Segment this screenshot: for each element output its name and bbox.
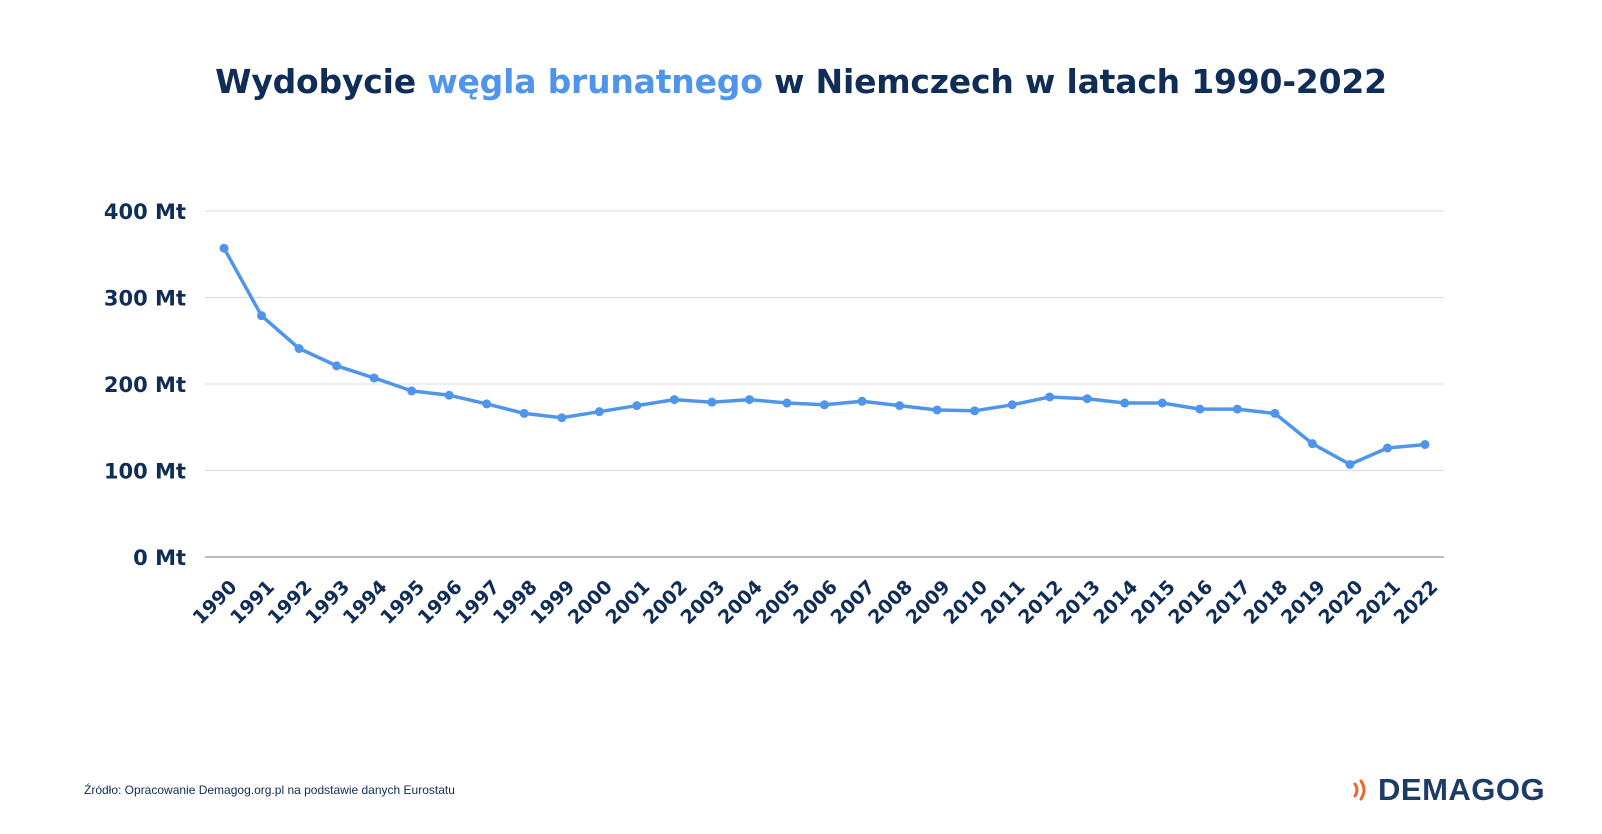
data-point [782,398,792,408]
data-point [669,395,679,405]
data-point [444,390,454,400]
data-point [1045,392,1055,402]
data-point [744,395,754,405]
data-point [1232,404,1242,414]
series-line [222,246,1427,467]
data-point [1420,440,1430,450]
line-chart: 0 Mt 100 Mt 200 Mt 300 Mt 400 Mt 19901991199… [104,200,1444,629]
logo-text: DEMAGOG [1378,772,1546,807]
data-point [519,408,529,418]
data-point [857,396,867,406]
y-tick-label: 300 Mt [104,287,186,311]
data-point [1345,459,1355,469]
data-point [1307,439,1317,449]
y-tick-label: 400 Mt [104,200,186,224]
demagog-logo: DEMAGOG [1352,772,1546,807]
data-point [1382,443,1392,453]
data-point [1157,398,1167,408]
x-tick-label: 2022 [1390,576,1443,629]
data-point [594,407,604,417]
data-point [557,413,567,423]
data-point [482,399,492,409]
data-point [632,401,642,411]
data-point [895,401,905,411]
data-point [1082,394,1092,404]
data-point [820,400,829,410]
data-point [1195,404,1205,414]
x-axis: 1990199119921993199419951996199719981999… [189,576,1443,629]
source-note: Źródło: Opracowanie Demagog.org.pl na po… [84,783,455,797]
data-point [1007,400,1017,410]
gridlines [205,210,1444,558]
data-point [1270,408,1280,418]
data-point [970,406,980,416]
title-part-1: Wydobycie [215,62,428,101]
series-lignite [219,243,1430,469]
data-point [219,243,229,253]
data-point [332,361,342,371]
y-axis: 0 Mt 100 Mt 200 Mt 300 Mt 400 Mt [104,200,186,570]
data-point [369,373,379,383]
y-tick-label: 200 Mt [104,373,186,397]
data-point [257,311,267,321]
y-tick-label: 0 Mt [133,546,186,570]
chart-title: Wydobycie węgla brunatnego w Niemczech w… [0,62,1602,101]
data-point [294,344,304,354]
data-point [407,386,417,396]
title-part-2: w Niemczech w latach 1990-2022 [762,62,1387,101]
title-highlight: węgla brunatnego [427,62,763,101]
data-point [1120,398,1130,408]
data-point [707,397,717,407]
data-point [932,405,942,415]
signal-waves-icon [1353,779,1366,801]
y-tick-label: 100 Mt [104,460,186,484]
